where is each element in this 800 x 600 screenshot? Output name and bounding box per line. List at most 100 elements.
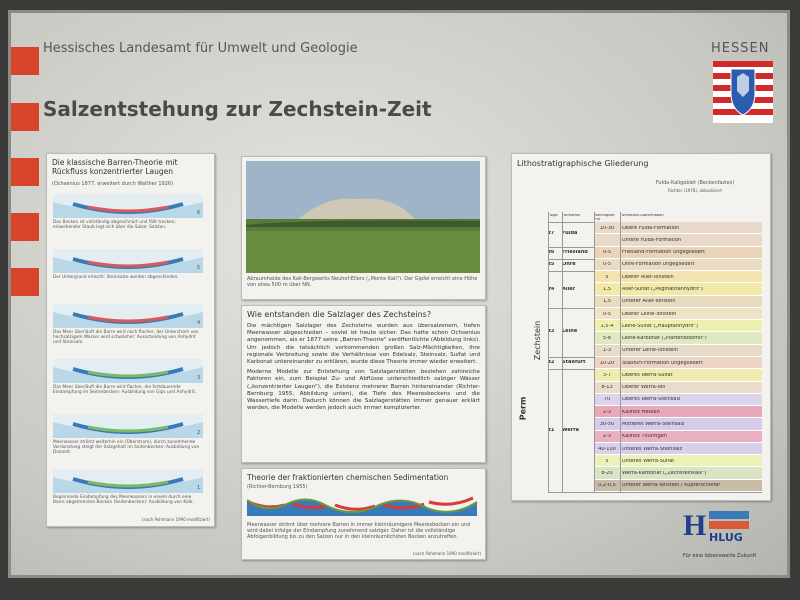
basin-diagram (53, 359, 203, 383)
state: HESSEN (711, 41, 770, 56)
table-rule (562, 212, 563, 492)
decor (11, 268, 39, 296)
panel-title: Lithostratigraphische Gliederung (517, 159, 649, 168)
org: Hessisches Landesamt für Umwelt und Geol… (43, 41, 358, 56)
thickness: 5-8 (602, 336, 612, 342)
subformation: Unteres Werra-Sulfat (622, 458, 675, 464)
unit-band (594, 381, 762, 394)
unit-band (594, 455, 762, 468)
column-header: Formation/Subformation (620, 214, 664, 217)
step-caption: Meerwasser strömt weiterhin ein (Überstr… (53, 440, 200, 456)
tagline: Für eine lebenswerte Zukunft (683, 553, 757, 559)
subformation: Unterer Werra-Tonstein / Kupferschiefer (622, 483, 721, 489)
thickness: 0,2-0,5 (598, 483, 616, 489)
formation: Friesland (562, 249, 588, 255)
column-header: Mächtigkeit (m) (594, 214, 615, 221)
panel-subtitle: (Ochsenius 1877, erweitert durch Walther… (52, 181, 174, 187)
thickness: 1,5-4 (600, 323, 614, 329)
formation: Aller (562, 286, 576, 292)
article-title: Wie entstanden die Salzlager des Zechste… (247, 310, 432, 319)
subformation: Aller-Sulfat („Pegmatitanhydrit") (622, 287, 703, 292)
formation: Staßfurt (562, 360, 586, 366)
thickness: 8-20 (601, 471, 613, 477)
step-number: 4 (197, 320, 201, 326)
thickness: 10-30 (599, 225, 615, 231)
unit-band (594, 357, 762, 370)
subformation: Oberer Leine-Tonstein (622, 311, 677, 317)
thickness: 0-5 (602, 250, 612, 256)
unit-band (594, 418, 762, 431)
title: Salzentstehung zur Zechstein-Zeit (43, 97, 432, 121)
table-rule (620, 212, 621, 492)
unit-band (594, 430, 762, 443)
folge: z1 (548, 427, 555, 433)
unit-band (594, 234, 762, 247)
subformation: Kaliflöz Thüringen (622, 434, 667, 440)
basin-diagram (53, 414, 203, 438)
caption: Meerwasser strömt über mehrere Barren in… (247, 522, 471, 540)
folge: z3 (548, 329, 555, 335)
decor (11, 47, 39, 75)
step-number: 6 (197, 210, 201, 216)
subformation: Unterer Aller-Tonstein (622, 299, 676, 305)
group: Zechstein (533, 320, 543, 361)
thickness: 5 (605, 274, 609, 280)
logo-name: HLUG (709, 531, 743, 544)
step-number: 2 (197, 430, 201, 436)
step-caption: Das Meer überläuft die Barre wird noch f… (53, 330, 199, 346)
article-body: Die mächtigen Salzlager des Zechsteins w… (247, 323, 480, 415)
decor (11, 158, 39, 186)
article-panel: Wie entstanden die Salzlager des Zechste… (241, 305, 486, 463)
thickness: 10-20 (599, 360, 615, 366)
photo (246, 161, 480, 273)
thickness: 0-5 (602, 262, 612, 268)
photo-caption: Abraumhalde des Kali-Bergwerks Neuhof-El… (247, 276, 478, 288)
unit-band (594, 295, 762, 308)
logo-mark (709, 511, 749, 529)
thickness: 1,5 (603, 287, 611, 292)
reference: Richter (1978), aktualisiert (668, 188, 722, 193)
thickness: 1,5 (603, 299, 611, 305)
diagram (247, 496, 478, 516)
paragraph: Die mächtigen Salzlager des Zechsteins w… (247, 323, 480, 366)
thickness: 2-3 (602, 434, 612, 440)
table-rule (548, 212, 549, 492)
thickness: 5 (605, 458, 609, 464)
subformation: Unterer Leine-Tonstein (622, 348, 678, 354)
formation: Leine (562, 329, 578, 335)
formation: Fulda (562, 231, 578, 237)
subformation: Staßfurt-Formation ungegliedert (622, 360, 703, 366)
unit-band (594, 332, 762, 345)
subformation: Ohre-Formation ungegliedert (622, 262, 695, 268)
subformation: Oberer Werra-Ton (622, 385, 666, 391)
subformation: Obere Fulda-Formation (622, 225, 680, 231)
folge: z6 (548, 249, 555, 255)
unit-band (594, 222, 762, 235)
step-caption: Das Meer überläuft die Barre wird flache… (53, 385, 197, 396)
table-rule (548, 492, 762, 493)
subformation: Untere Fulda-Formation (622, 237, 681, 243)
unit-band (594, 258, 762, 272)
unit-band (594, 393, 762, 407)
unit-band (594, 344, 762, 357)
panel-title: Die klassische Barren-Theorie mit Rückfl… (52, 158, 178, 176)
table-rule (594, 212, 595, 492)
thickness: 40-100 (598, 446, 616, 452)
thickness: 1-3 (602, 348, 612, 354)
step-caption: Das Becken ist vollständig abgeschnürt u… (53, 220, 176, 231)
unit-band (594, 442, 762, 456)
strat-panel: Lithostratigraphische Gliederung Fulda-K… (511, 153, 771, 501)
basin-diagram (53, 304, 203, 328)
hlug-logo: H HLUG Für eine lebenswerte Zukunft (683, 509, 757, 559)
subformation: Oberer Aller-Tonstein (622, 274, 674, 280)
thickness: 70 (603, 397, 611, 403)
subformation: Friesland-Formation ungegliedert (622, 250, 705, 256)
thickness: 3-7 (602, 372, 612, 378)
step-caption: Beginnende Eindampfung des Meerwassers i… (53, 495, 194, 506)
thickness: 2-3 (602, 409, 612, 415)
unit-band (594, 283, 762, 296)
subformation: Kaliflöz Hessen (622, 409, 660, 415)
column-header: Formation (562, 214, 581, 217)
basin-diagram (53, 249, 203, 273)
